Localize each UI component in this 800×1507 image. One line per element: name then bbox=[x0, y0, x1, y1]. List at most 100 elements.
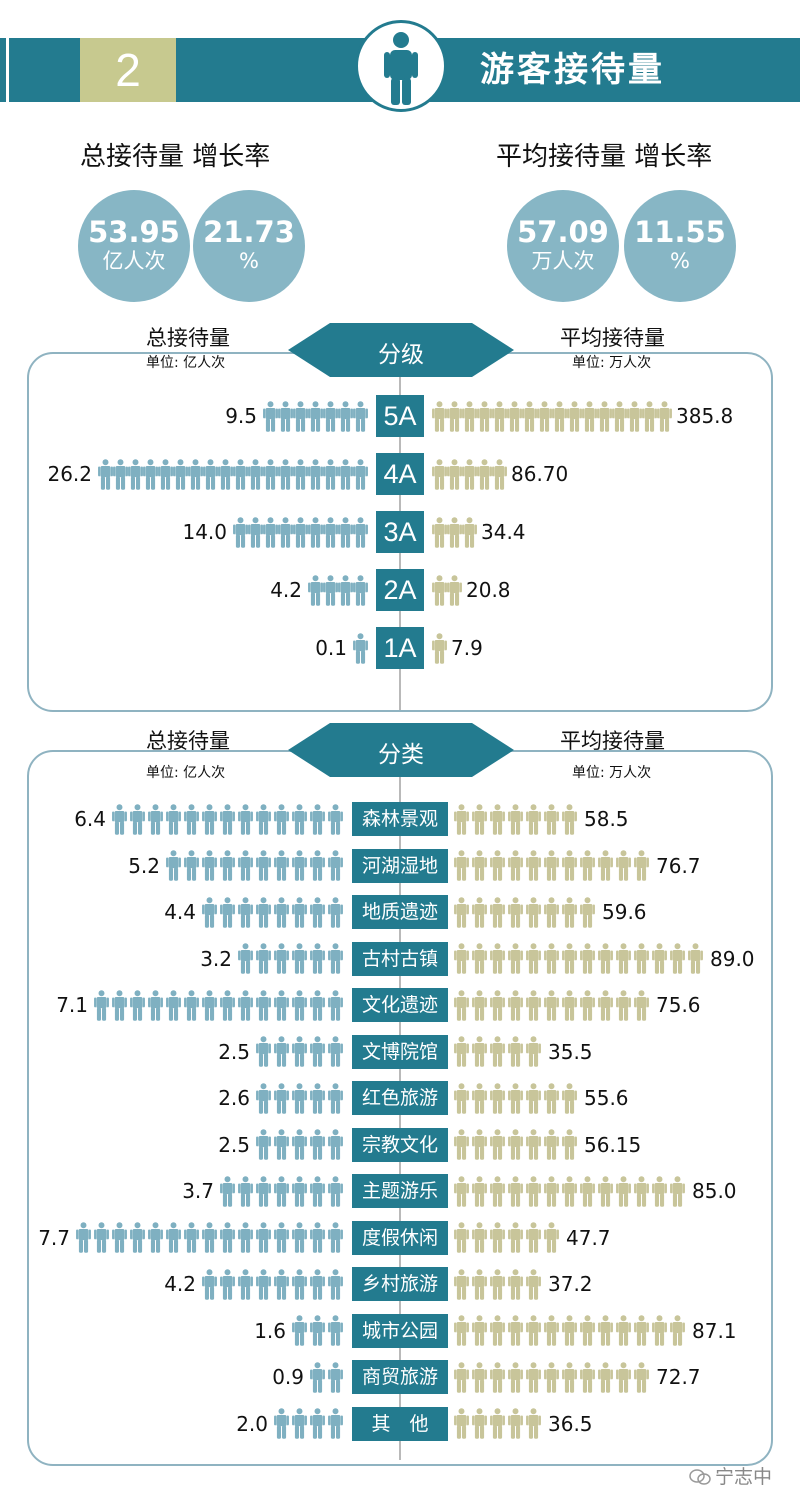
person-icon bbox=[598, 943, 613, 974]
grade-left-unit: 单位: 亿人次 bbox=[146, 355, 226, 371]
person-icon bbox=[202, 896, 217, 928]
category-row-label: 宗教文化 bbox=[352, 1127, 448, 1162]
person-icon bbox=[238, 896, 253, 928]
grade-row-left-value: 26.2 bbox=[47, 462, 92, 486]
person-icon bbox=[76, 1222, 91, 1253]
grade-row-right-value: 7.9 bbox=[451, 636, 483, 660]
person-icon bbox=[256, 1082, 271, 1114]
person-icon bbox=[292, 943, 307, 974]
person-icon bbox=[508, 1222, 523, 1253]
category-right-unit: 单位: 万人次 bbox=[572, 765, 652, 781]
grade-row-right-value: 385.8 bbox=[676, 404, 734, 428]
person-icon bbox=[274, 1082, 289, 1114]
person-icon bbox=[310, 989, 325, 1021]
person-icon bbox=[472, 1222, 487, 1253]
person-icon bbox=[310, 1129, 325, 1160]
person-icon bbox=[278, 400, 293, 432]
person-icon bbox=[490, 803, 505, 835]
person-icon bbox=[143, 458, 158, 490]
category-row-label: 地质遗迹 bbox=[352, 895, 448, 929]
person-icon bbox=[562, 943, 577, 974]
person-icon bbox=[274, 943, 289, 974]
person-icon bbox=[328, 1222, 343, 1253]
person-icon bbox=[657, 400, 672, 432]
category-row-label: 文博院馆 bbox=[352, 1034, 448, 1069]
grade-row-label: 1A bbox=[376, 627, 424, 669]
category-right-label: 平均接待量 bbox=[560, 729, 665, 753]
person-icon bbox=[328, 1315, 343, 1346]
person-icon bbox=[508, 943, 523, 974]
person-icon bbox=[544, 1315, 559, 1346]
person-icon bbox=[526, 896, 541, 928]
person-icon bbox=[670, 943, 685, 974]
category-row-left-bar bbox=[238, 943, 346, 974]
category-row-left-bar bbox=[292, 1315, 346, 1346]
person-icon bbox=[580, 1175, 595, 1207]
person-icon bbox=[526, 1222, 541, 1253]
person-icon bbox=[490, 1082, 505, 1114]
grade-row-right-bar bbox=[432, 516, 477, 548]
person-icon bbox=[113, 458, 128, 490]
person-icon bbox=[634, 943, 649, 974]
stat-total-value: 53.95 bbox=[88, 215, 180, 249]
person-icon bbox=[454, 896, 469, 928]
person-icon bbox=[688, 943, 703, 974]
category-row-right-value: 55.6 bbox=[584, 1086, 629, 1110]
person-icon bbox=[238, 850, 253, 881]
person-icon bbox=[526, 1036, 541, 1067]
category-row-left-bar bbox=[256, 1036, 346, 1067]
person-icon bbox=[233, 516, 248, 548]
category-row-left-value: 2.5 bbox=[218, 1039, 250, 1064]
person-icon bbox=[292, 803, 307, 835]
person-icon bbox=[472, 896, 487, 928]
person-icon bbox=[263, 458, 278, 490]
person-icon bbox=[238, 1222, 253, 1253]
person-icon bbox=[634, 1315, 649, 1346]
person-icon bbox=[308, 516, 323, 548]
person-icon bbox=[292, 1175, 307, 1207]
person-icon bbox=[248, 458, 263, 490]
person-icon bbox=[328, 850, 343, 881]
category-row-left-bar bbox=[202, 896, 346, 928]
person-icon bbox=[274, 1175, 289, 1207]
person-icon bbox=[490, 850, 505, 881]
person-icon bbox=[454, 1222, 469, 1253]
person-icon bbox=[544, 943, 559, 974]
person-icon bbox=[292, 1222, 307, 1253]
category-row-left-bar bbox=[256, 1082, 346, 1114]
person-icon bbox=[338, 516, 353, 548]
person-icon bbox=[454, 850, 469, 881]
person-icon bbox=[328, 989, 343, 1021]
person-icon bbox=[508, 1268, 523, 1300]
person-icon bbox=[353, 400, 368, 432]
person-icon bbox=[98, 458, 113, 490]
person-icon bbox=[130, 803, 145, 835]
person-icon bbox=[308, 458, 323, 490]
person-icon bbox=[310, 1268, 325, 1300]
stat-total: 53.95 亿人次 bbox=[78, 190, 190, 302]
person-icon bbox=[328, 1268, 343, 1300]
category-row-left-bar bbox=[310, 1361, 346, 1393]
person-icon bbox=[432, 400, 447, 432]
category-row-right-bar bbox=[454, 896, 598, 928]
person-icon bbox=[293, 516, 308, 548]
person-icon bbox=[256, 803, 271, 835]
person-icon bbox=[562, 803, 577, 835]
category-row-label: 乡村旅游 bbox=[352, 1267, 448, 1301]
person-icon bbox=[562, 1315, 577, 1346]
person-icon bbox=[552, 400, 567, 432]
person-icon bbox=[454, 1175, 469, 1207]
grade-row-label: 5A bbox=[376, 395, 424, 437]
category-row-label: 森林景观 bbox=[352, 802, 448, 836]
watermark-text: 宁志中 bbox=[714, 1466, 772, 1488]
category-row-left-value: 2.6 bbox=[218, 1086, 250, 1110]
person-icon bbox=[472, 803, 487, 835]
person-icon bbox=[274, 989, 289, 1021]
person-icon bbox=[454, 943, 469, 974]
category-row-label: 城市公园 bbox=[352, 1313, 448, 1348]
person-icon bbox=[238, 943, 253, 974]
person-icon bbox=[130, 1222, 145, 1253]
person-icon bbox=[310, 896, 325, 928]
person-icon bbox=[612, 400, 627, 432]
person-icon bbox=[274, 1408, 289, 1439]
